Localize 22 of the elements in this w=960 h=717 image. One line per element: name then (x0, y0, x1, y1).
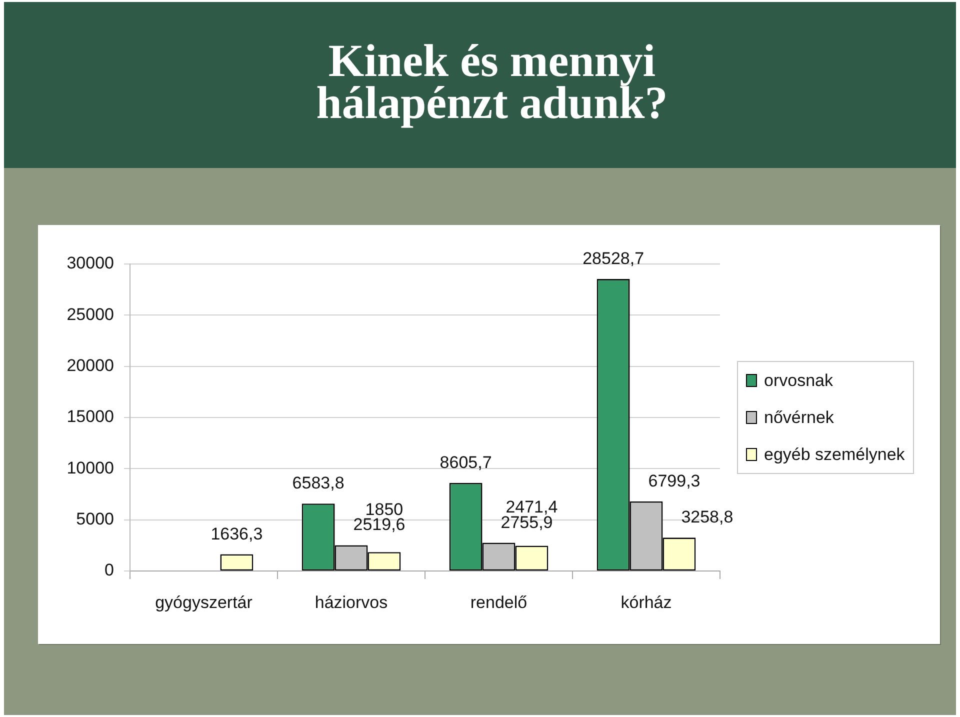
legend-label: egyéb személynek (764, 444, 905, 464)
legend-label: orvosnak (764, 370, 833, 390)
y-tick-label: 5000 (76, 510, 114, 529)
x-tick-label: háziorvos (314, 592, 388, 612)
y-tick-label: 10000 (66, 458, 114, 478)
data-label: 6799,3 (648, 471, 700, 490)
data-label: 28528,7 (582, 249, 644, 268)
y-tick-label: 0 (104, 560, 114, 580)
data-label: 3258,8 (681, 508, 734, 527)
legend-label: nővérnek (764, 408, 834, 428)
x-tick-label: rendelő (470, 592, 528, 612)
data-label: 8605,7 (440, 452, 492, 472)
x-tick-label: kórház (620, 592, 672, 612)
chart-title: Kinek és mennyi hálapénzt adunk? (315, 35, 669, 128)
y-tick-label: 25000 (66, 304, 114, 324)
y-tick-label: 30000 (66, 254, 114, 273)
data-label: 1636,3 (210, 524, 263, 544)
y-tick-label: 20000 (66, 356, 114, 376)
y-tick-label: 15000 (66, 407, 114, 426)
data-label: 2471,4 (506, 498, 558, 517)
data-label: 6583,8 (292, 474, 344, 493)
x-tick-label: gyógyszertár (155, 592, 253, 612)
